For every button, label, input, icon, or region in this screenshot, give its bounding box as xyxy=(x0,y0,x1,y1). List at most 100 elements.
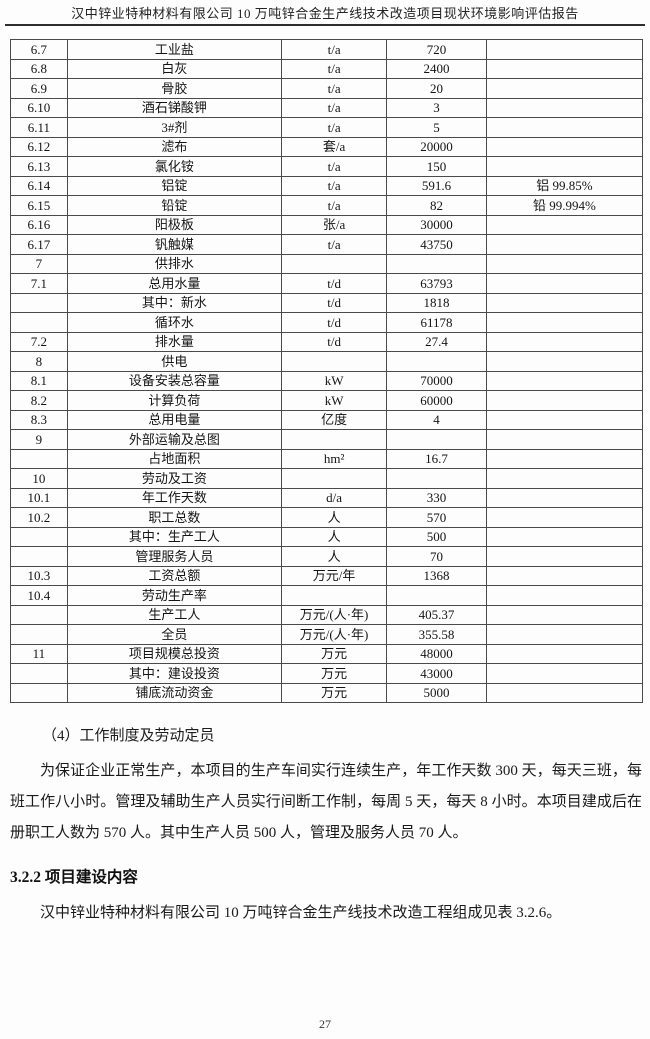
table-row: 10.1 年工作天数 d/a 330 xyxy=(10,487,644,508)
cell-name: 铺底流动资金 xyxy=(66,682,282,703)
cell-code xyxy=(10,624,68,645)
table-row: 占地面积 hm² 16.7 xyxy=(10,448,644,469)
cell-value: 570 xyxy=(386,507,487,528)
cell-code: 6.10 xyxy=(10,97,68,118)
table-row: 6.16 阳极板 张/a 30000 xyxy=(10,214,644,235)
cell-value: 20 xyxy=(386,78,487,99)
cell-name: 阳极板 xyxy=(66,214,282,235)
cell-unit xyxy=(280,253,388,274)
cell-code xyxy=(10,604,68,625)
cell-unit: t/a xyxy=(280,175,388,196)
cell-remark xyxy=(485,682,644,703)
table-row: 循环水 t/d 61178 xyxy=(10,312,644,333)
cell-value: 5000 xyxy=(386,682,487,703)
table-row: 8.2 计算负荷 kW 60000 xyxy=(10,390,644,411)
cell-code: 6.12 xyxy=(10,136,68,157)
cell-value: 1818 xyxy=(386,292,487,313)
table-row: 10.2 职工总数人 570 xyxy=(10,507,644,528)
cell-value xyxy=(386,253,487,274)
cell-code xyxy=(10,292,68,313)
cell-unit: kW xyxy=(280,390,388,411)
cell-remark xyxy=(485,507,644,528)
cell-name: 项目规模总投资 xyxy=(66,643,282,664)
cell-remark xyxy=(485,58,644,79)
cell-remark xyxy=(485,390,644,411)
table-row: 其中：生产工人人 500 xyxy=(10,526,644,547)
cell-value: 61178 xyxy=(386,312,487,333)
cell-remark: 铅 99.994% xyxy=(485,195,644,216)
cell-value: 330 xyxy=(386,487,487,508)
cell-name: 铝锭 xyxy=(66,175,282,196)
cell-name: 白灰 xyxy=(66,58,282,79)
table-row: 6.14 铝锭 t/a 591.6 铝 99.85% xyxy=(10,175,644,196)
cell-code: 11 xyxy=(10,643,68,664)
cell-value xyxy=(386,351,487,372)
cell-remark xyxy=(485,78,644,99)
cell-name: 占地面积 xyxy=(66,448,282,469)
table-row: 其中：新水 t/d 1818 xyxy=(10,292,644,313)
table-row: 10.3 工资总额 万元/年 1368 xyxy=(10,565,644,586)
table-row: 全员 万元/(人·年) 355.58 xyxy=(10,624,644,645)
cell-name: 设备安装总容量 xyxy=(66,370,282,391)
cell-name: 总用电量 xyxy=(66,409,282,430)
cell-code xyxy=(10,526,68,547)
table-row: 6.8 白灰 t/a 2400 xyxy=(10,58,644,79)
cell-value: 2400 xyxy=(386,58,487,79)
table-row: 7.2 排水量 t/d 27.4 xyxy=(10,331,644,352)
cell-unit: t/a xyxy=(280,97,388,118)
cell-value: 3 xyxy=(386,97,487,118)
cell-name: 供电 xyxy=(66,351,282,372)
cell-unit: t/a xyxy=(280,156,388,177)
table-row: 6.12 滤布 套/a 20000 xyxy=(10,136,644,157)
cell-value: 720 xyxy=(386,39,487,60)
cell-code: 9 xyxy=(10,429,68,450)
cell-name: 生产工人 xyxy=(66,604,282,625)
cell-name: 全员 xyxy=(66,624,282,645)
cell-remark xyxy=(485,351,644,372)
cell-code xyxy=(10,546,68,567)
cell-code: 7.2 xyxy=(10,331,68,352)
cell-value: 150 xyxy=(386,156,487,177)
cell-unit: 万元/(人·年) xyxy=(280,604,388,625)
table-row: 生产工人 万元/(人·年) 405.37 xyxy=(10,604,644,625)
cell-unit: d/a xyxy=(280,487,388,508)
cell-unit xyxy=(280,351,388,372)
cell-unit: 亿度 xyxy=(280,409,388,430)
cell-name: 其中：建设投资 xyxy=(66,663,282,684)
cell-name: 年工作天数 xyxy=(66,487,282,508)
cell-code: 10.1 xyxy=(10,487,68,508)
cell-remark xyxy=(485,643,644,664)
cell-remark xyxy=(485,136,644,157)
cell-value: 70 xyxy=(386,546,487,567)
cell-code: 6.8 xyxy=(10,58,68,79)
cell-remark xyxy=(485,409,644,430)
cell-name: 供排水 xyxy=(66,253,282,274)
cell-unit: t/a xyxy=(280,78,388,99)
cell-value: 20000 xyxy=(386,136,487,157)
cell-code: 8 xyxy=(10,351,68,372)
cell-unit xyxy=(280,429,388,450)
cell-unit: hm² xyxy=(280,448,388,469)
cell-value: 43000 xyxy=(386,663,487,684)
cell-unit: 万元 xyxy=(280,663,388,684)
cell-unit: 套/a xyxy=(280,136,388,157)
cell-code xyxy=(10,448,68,469)
cell-unit: t/d xyxy=(280,292,388,313)
cell-code: 6.15 xyxy=(10,195,68,216)
cell-name: 管理服务人员 xyxy=(66,546,282,567)
cell-remark xyxy=(485,97,644,118)
cell-remark xyxy=(485,273,644,294)
table-row: 9 外部运输及总图 xyxy=(10,429,644,450)
cell-name: 铅锭 xyxy=(66,195,282,216)
cell-name: 外部运输及总图 xyxy=(66,429,282,450)
table-row: 6.15 铅锭 t/a 82 铅 99.994% xyxy=(10,195,644,216)
table-row: 铺底流动资金 万元 5000 xyxy=(10,682,644,703)
cell-name: 计算负荷 xyxy=(66,390,282,411)
cell-value xyxy=(386,429,487,450)
cell-unit: t/d xyxy=(280,331,388,352)
section-322-heading: 3.2.2 项目建设内容 xyxy=(10,869,138,886)
cell-remark xyxy=(485,370,644,391)
table-row: 8.1 设备安装总容量 kW 70000 xyxy=(10,370,644,391)
cell-value: 5 xyxy=(386,117,487,138)
cell-name: 氯化铵 xyxy=(66,156,282,177)
